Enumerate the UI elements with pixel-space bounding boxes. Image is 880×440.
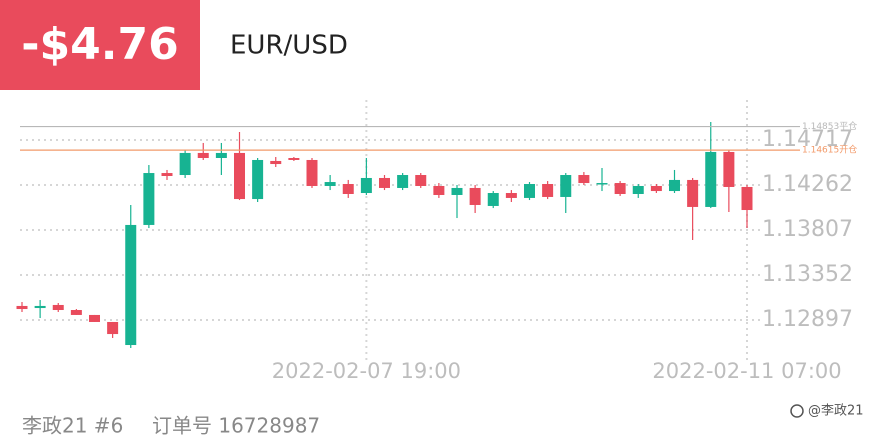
candle-body xyxy=(161,173,173,176)
x-tick-label: 2022-02-11 07:00 xyxy=(652,359,841,383)
candle-body xyxy=(234,152,245,200)
candle-body xyxy=(542,184,554,197)
candle-body xyxy=(723,151,735,187)
candle-body xyxy=(705,151,717,207)
candle-body xyxy=(197,152,209,158)
watermark: @李政21 xyxy=(808,404,864,419)
account: 李政21 #6 xyxy=(22,414,123,438)
candle-body xyxy=(52,304,64,311)
order-number: 订单号 16728987 xyxy=(152,414,320,438)
candle-body xyxy=(107,321,119,335)
candle-body xyxy=(34,305,46,309)
candle-body xyxy=(342,184,354,194)
chart: 1.12897 1.13352 1.13807 1.14262 1.14717 2022-… xyxy=(16,100,857,383)
candle-body xyxy=(687,179,699,207)
candle-body xyxy=(415,175,427,186)
candle-body xyxy=(524,184,535,198)
watermark-icon xyxy=(790,404,804,418)
y-tick-label: 1.14717 xyxy=(762,127,853,152)
candle-body xyxy=(306,159,318,186)
x-tick-label: 2022-02-07 19:00 xyxy=(272,359,461,383)
candle-body xyxy=(288,158,300,160)
candle-body xyxy=(632,185,644,194)
candle-body xyxy=(360,177,372,194)
candle-body xyxy=(505,193,517,198)
pnl: -$4.76 xyxy=(21,19,178,70)
reference-label: 1.14853平仓 xyxy=(802,120,857,132)
candle-body xyxy=(89,314,100,322)
candle-body xyxy=(433,185,445,195)
candle-body xyxy=(451,187,463,195)
candle-body xyxy=(578,175,590,184)
candle-body xyxy=(379,177,390,188)
candle-body xyxy=(125,224,137,346)
candle-body xyxy=(252,159,264,200)
candle-body xyxy=(179,152,191,176)
candle-body xyxy=(741,186,753,211)
pnl-badge xyxy=(0,0,200,90)
symbol: EUR/USD xyxy=(230,31,348,61)
candle-body xyxy=(16,305,28,310)
candle-body xyxy=(596,183,608,185)
candle-body xyxy=(487,193,499,206)
y-tick-label: 1.13352 xyxy=(762,262,853,287)
candle-body xyxy=(397,175,409,188)
candle-body xyxy=(143,173,155,225)
y-tick-label: 1.12897 xyxy=(762,307,853,332)
candle-body xyxy=(560,175,572,197)
candle-body xyxy=(669,179,680,192)
y-tick-label: 1.13807 xyxy=(762,217,853,242)
candle-body xyxy=(324,182,336,186)
reference-label: 1.14615开仓 xyxy=(802,144,857,156)
candle-body xyxy=(469,187,481,205)
candle-body xyxy=(70,310,82,315)
candle-body xyxy=(650,185,662,192)
y-tick-label: 1.14262 xyxy=(762,172,853,197)
candle-body xyxy=(614,183,626,194)
candle-body xyxy=(215,152,227,158)
candle-body xyxy=(270,160,282,165)
